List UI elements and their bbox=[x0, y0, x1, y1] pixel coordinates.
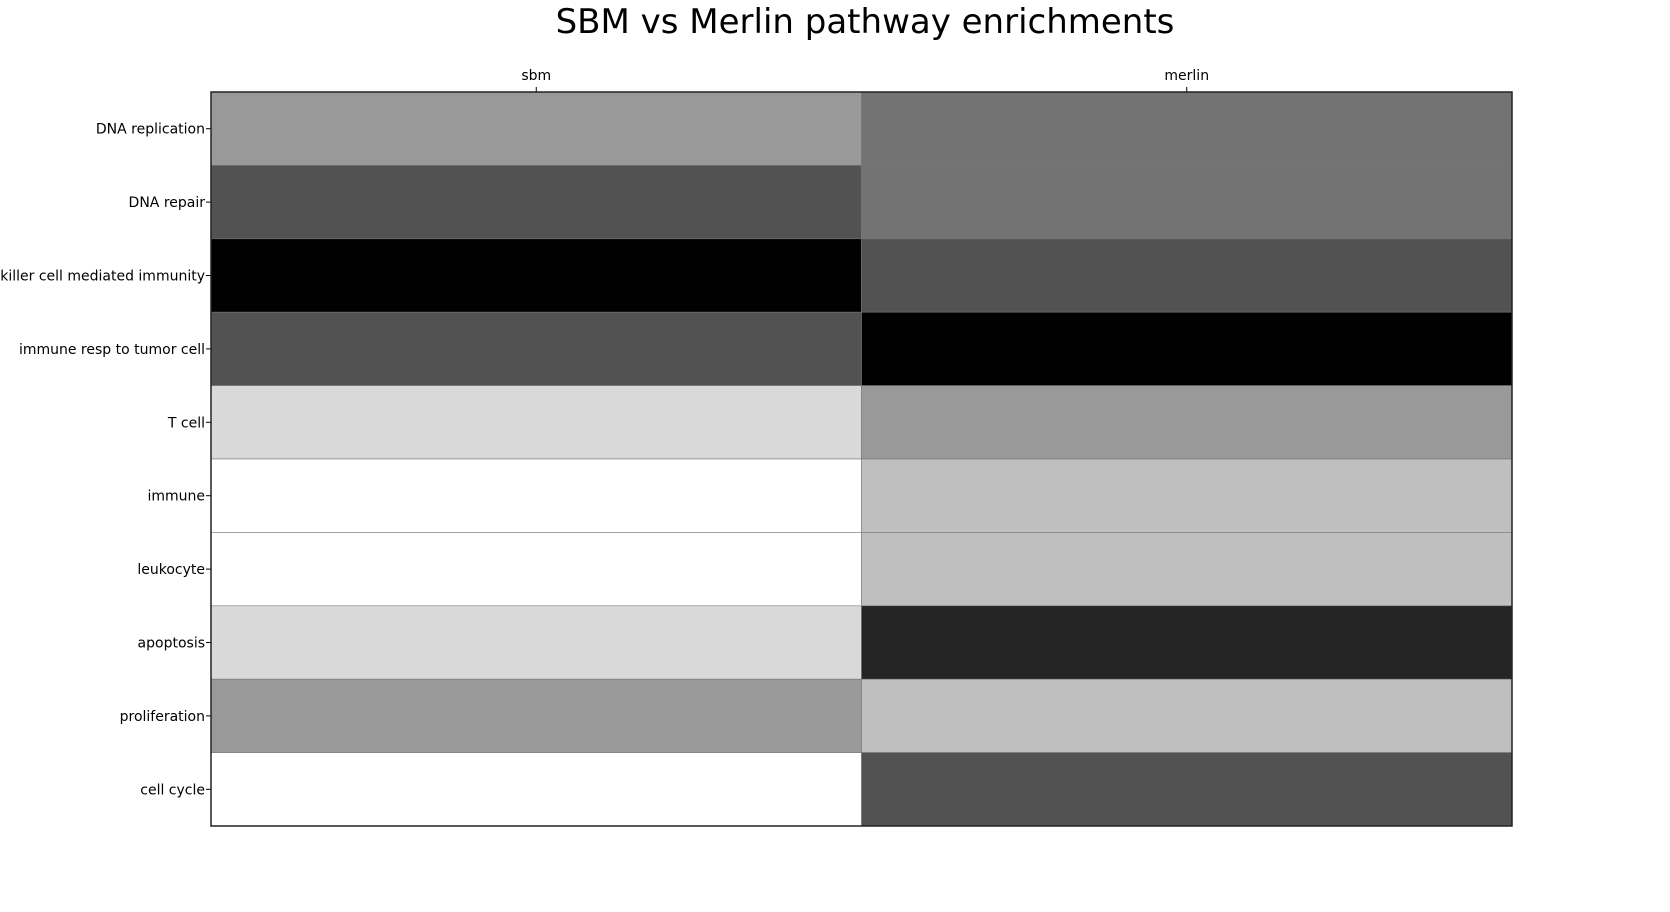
heatmap-cell bbox=[861, 678, 1513, 753]
heatmap-cell bbox=[861, 238, 1513, 313]
row-ticks: DNA replication DNA repair killer cell med… bbox=[0, 122, 211, 798]
row-label: leukocyte bbox=[137, 562, 205, 578]
plot-frame bbox=[210, 91, 1513, 827]
heatmap-cell bbox=[210, 532, 862, 607]
row-label: immune bbox=[147, 489, 205, 505]
heatmap-cell bbox=[210, 238, 862, 313]
column-ticks: sbm merlin bbox=[521, 68, 1209, 92]
heatmap-cell bbox=[210, 165, 862, 240]
heatmap-cell bbox=[210, 752, 862, 827]
row-label: DNA repair bbox=[129, 195, 206, 211]
heatmap-cells bbox=[210, 91, 1513, 827]
heatmap-cell bbox=[861, 458, 1513, 533]
heatmap-cell bbox=[861, 532, 1513, 607]
heatmap-cell bbox=[210, 385, 862, 460]
heatmap-cell bbox=[210, 678, 862, 753]
heatmap-cell bbox=[861, 91, 1513, 166]
row-label: T cell bbox=[167, 415, 205, 431]
row-label: immune resp to tumor cell bbox=[19, 342, 205, 358]
column-label: sbm bbox=[521, 68, 551, 84]
row-label: DNA replication bbox=[96, 122, 205, 138]
heatmap-cell bbox=[861, 605, 1513, 680]
row-label: proliferation bbox=[120, 709, 205, 725]
heatmap-cell bbox=[861, 385, 1513, 460]
heatmap-cell bbox=[861, 311, 1513, 386]
row-label: apoptosis bbox=[138, 636, 205, 652]
heatmap-cell bbox=[861, 752, 1513, 827]
heatmap-cell bbox=[210, 605, 862, 680]
row-label: killer cell mediated immunity bbox=[0, 269, 205, 285]
heatmap-cell bbox=[210, 458, 862, 533]
column-label: merlin bbox=[1164, 68, 1209, 84]
chart-title: SBM vs Merlin pathway enrichments bbox=[556, 2, 1175, 42]
heatmap-cell bbox=[210, 91, 862, 166]
heatmap-cell bbox=[861, 165, 1513, 240]
row-label: cell cycle bbox=[140, 782, 205, 798]
heatmap-cell bbox=[210, 311, 862, 386]
